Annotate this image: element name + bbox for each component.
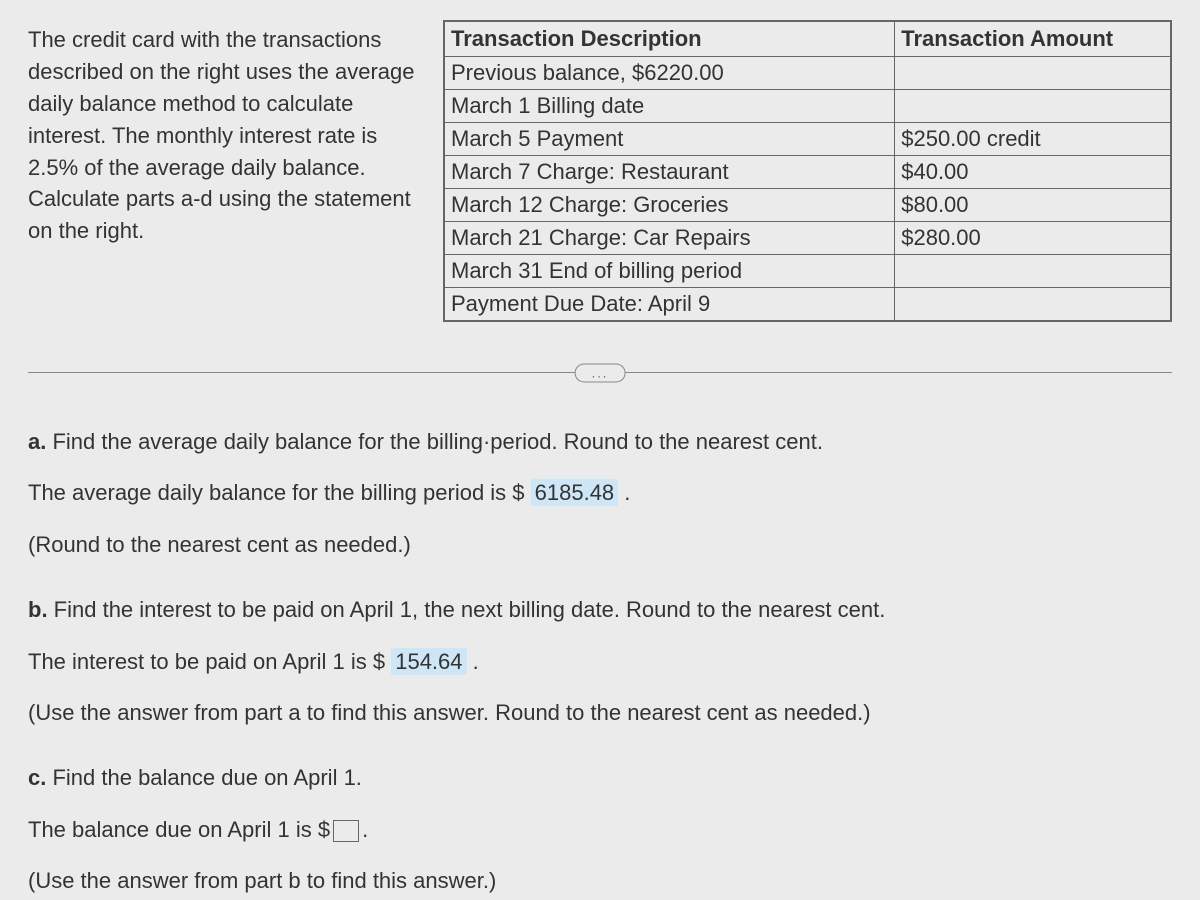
part-a-text: Find the average daily balance for the b… — [46, 429, 823, 454]
part-c-hint: (Use the answer from part b to find this… — [28, 862, 1172, 899]
part-b-answer-line: The interest to be paid on April 1 is $ … — [28, 643, 1172, 680]
part-b-text: Find the interest to be paid on April 1,… — [48, 597, 886, 622]
part-c-label: c. — [28, 765, 46, 790]
section-divider: ... — [28, 372, 1172, 373]
part-a-question: a. Find the average daily balance for th… — [28, 423, 1172, 460]
table-row: March 7 Charge: Restaurant $40.00 — [444, 156, 1171, 189]
problem-statement: The credit card with the transactions de… — [28, 20, 423, 247]
tx-amount: $280.00 — [895, 222, 1171, 255]
expand-pill[interactable]: ... — [575, 363, 626, 382]
part-a-answer-input[interactable]: 6185.48 — [531, 479, 619, 506]
tx-amount — [895, 90, 1171, 123]
tx-desc: March 5 Payment — [444, 123, 895, 156]
top-region: The credit card with the transactions de… — [28, 20, 1172, 322]
tx-amount — [895, 255, 1171, 288]
tx-amount — [895, 288, 1171, 322]
part-a-answer-line: The average daily balance for the billin… — [28, 474, 1172, 511]
transaction-table: Transaction Description Transaction Amou… — [443, 20, 1172, 322]
part-c-answer-line: The balance due on April 1 is $. — [28, 811, 1172, 848]
part-a-suffix: . — [618, 480, 630, 505]
tx-desc: March 12 Charge: Groceries — [444, 189, 895, 222]
tx-amount: $250.00 credit — [895, 123, 1171, 156]
tx-amount: $80.00 — [895, 189, 1171, 222]
tx-desc: March 7 Charge: Restaurant — [444, 156, 895, 189]
part-c-suffix: . — [362, 817, 368, 842]
part-c-text: Find the balance due on April 1. — [46, 765, 362, 790]
part-a-hint: (Round to the nearest cent as needed.) — [28, 526, 1172, 563]
table-row: Previous balance, $6220.00 — [444, 57, 1171, 90]
part-a-label: a. — [28, 429, 46, 454]
table-header-amount: Transaction Amount — [895, 21, 1171, 57]
part-c-question: c. Find the balance due on April 1. — [28, 759, 1172, 796]
tx-desc: March 21 Charge: Car Repairs — [444, 222, 895, 255]
part-b-suffix: . — [467, 649, 479, 674]
table-row: March 21 Charge: Car Repairs $280.00 — [444, 222, 1171, 255]
table-row: March 31 End of billing period — [444, 255, 1171, 288]
part-a-prefix: The average daily balance for the billin… — [28, 480, 531, 505]
tx-desc: March 1 Billing date — [444, 90, 895, 123]
part-b-label: b. — [28, 597, 48, 622]
table-row: Payment Due Date: April 9 — [444, 288, 1171, 322]
table-header-desc: Transaction Description — [444, 21, 895, 57]
part-b-answer-input[interactable]: 154.64 — [391, 648, 466, 675]
tx-desc: March 31 End of billing period — [444, 255, 895, 288]
part-c-answer-input[interactable] — [333, 820, 359, 842]
table-row: March 5 Payment $250.00 credit — [444, 123, 1171, 156]
part-b-question: b. Find the interest to be paid on April… — [28, 591, 1172, 628]
questions-region: a. Find the average daily balance for th… — [28, 423, 1172, 900]
table-row: March 12 Charge: Groceries $80.00 — [444, 189, 1171, 222]
part-b-hint: (Use the answer from part a to find this… — [28, 694, 1172, 731]
tx-desc: Payment Due Date: April 9 — [444, 288, 895, 322]
table-row: March 1 Billing date — [444, 90, 1171, 123]
tx-amount — [895, 57, 1171, 90]
part-c-prefix: The balance due on April 1 is $ — [28, 817, 330, 842]
tx-amount: $40.00 — [895, 156, 1171, 189]
tx-desc: Previous balance, $6220.00 — [444, 57, 895, 90]
part-b-prefix: The interest to be paid on April 1 is $ — [28, 649, 391, 674]
